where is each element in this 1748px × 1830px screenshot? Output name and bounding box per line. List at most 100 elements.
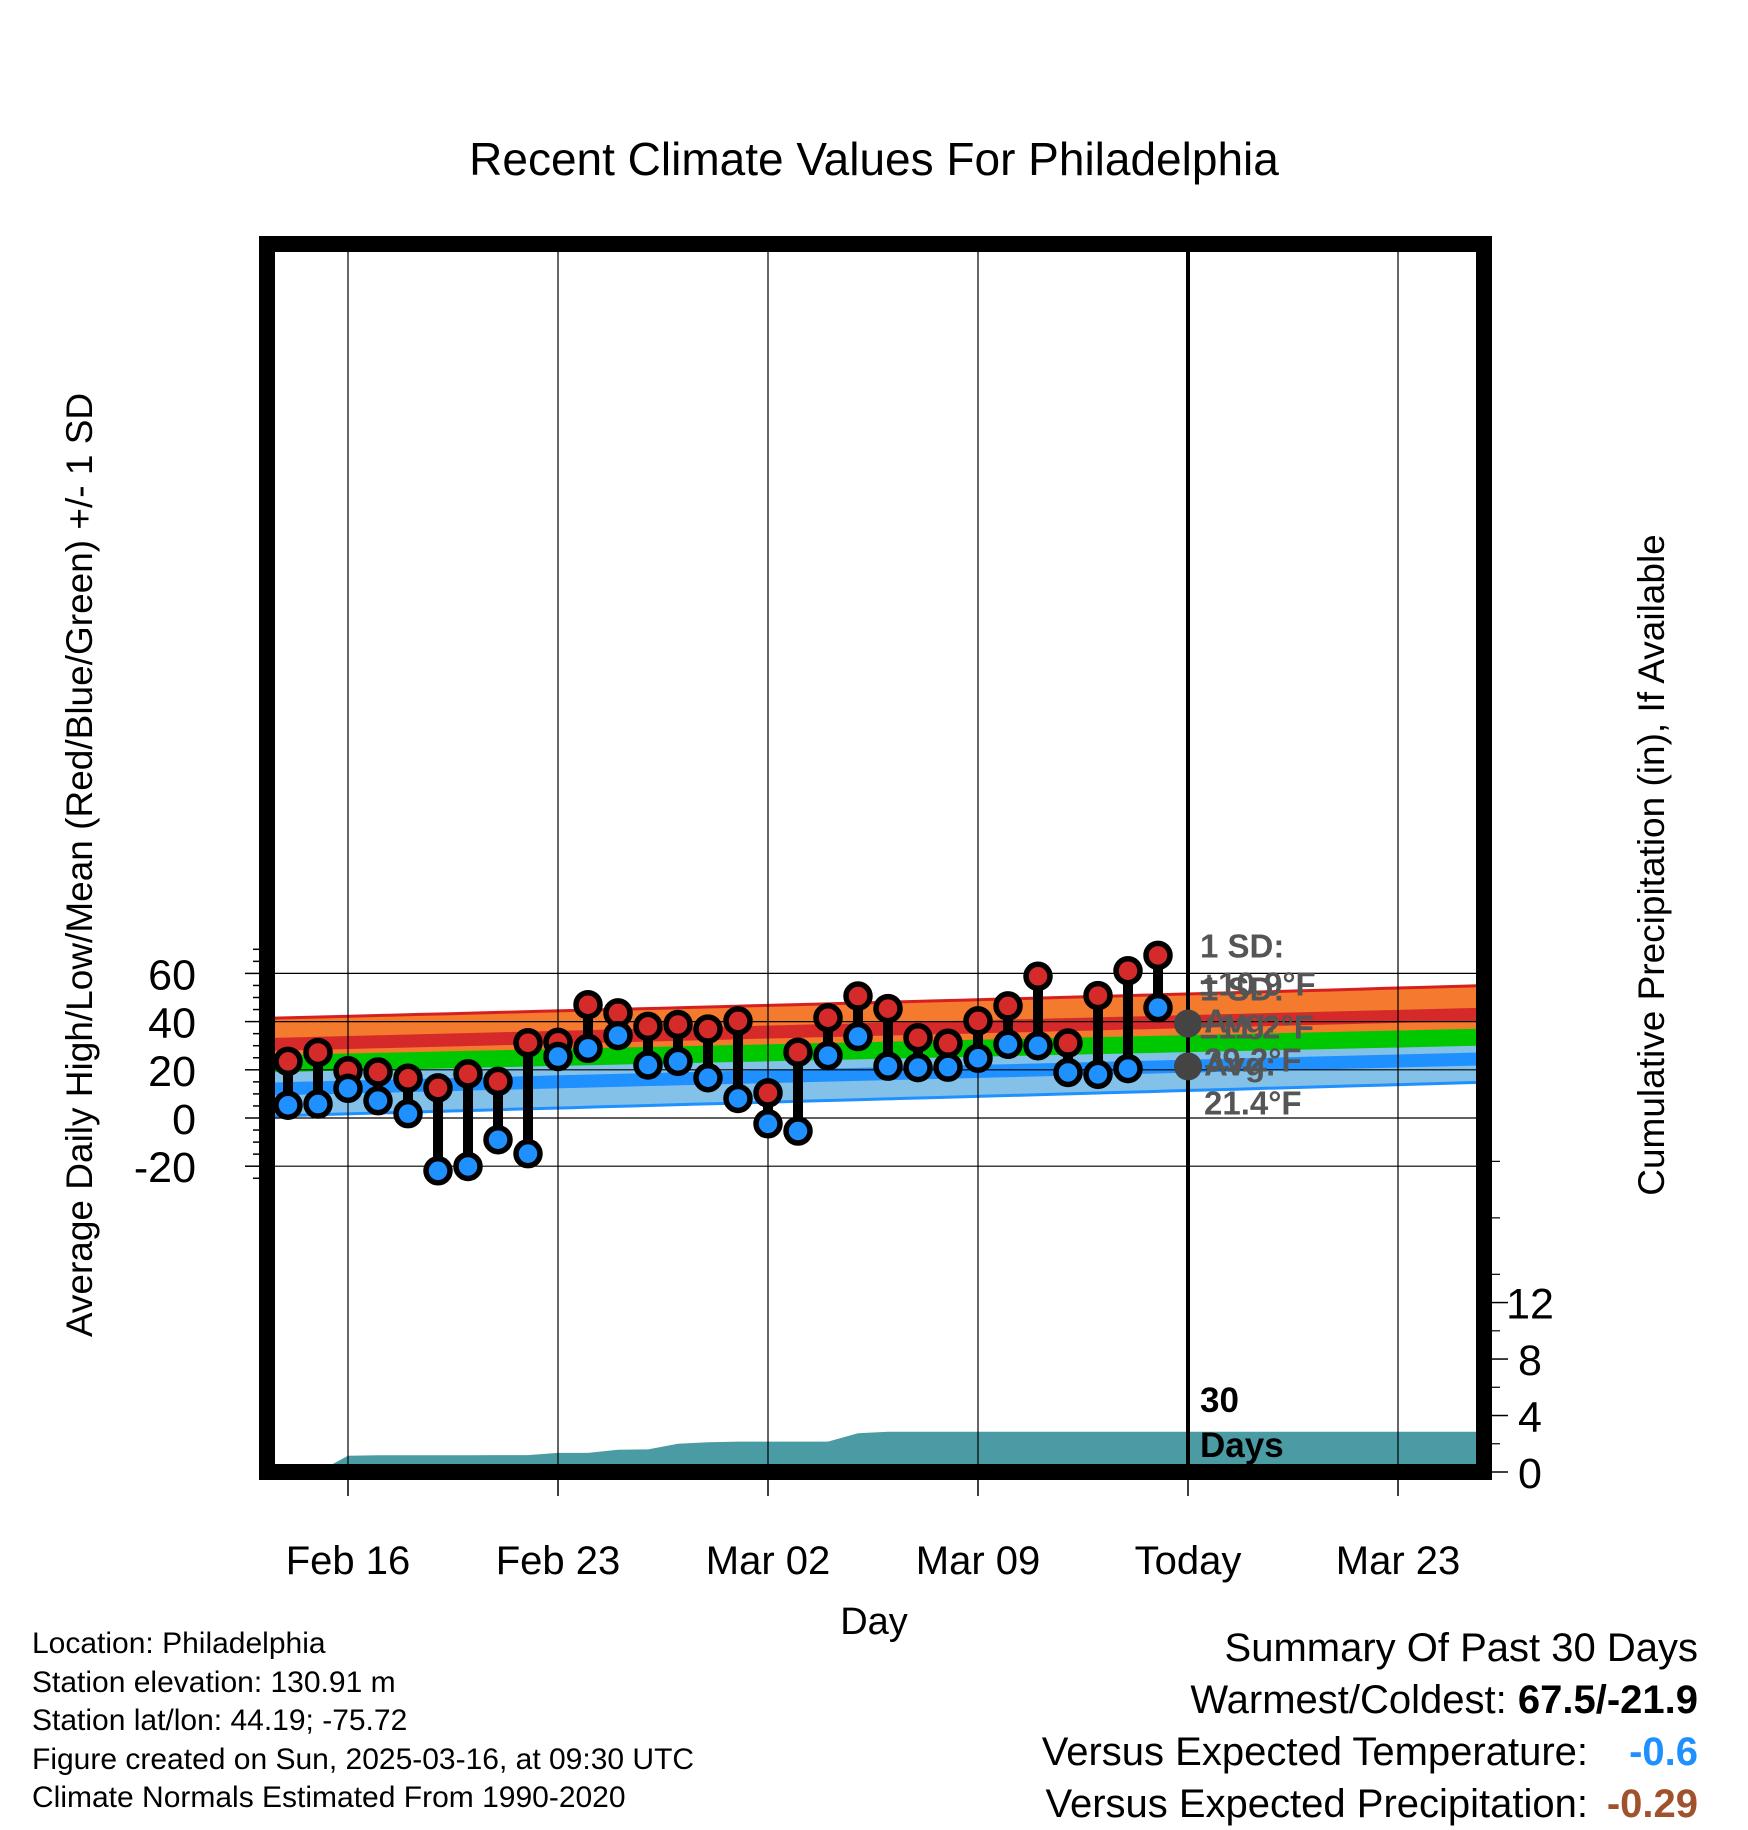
daily-low-point xyxy=(273,1090,303,1120)
daily-high-point xyxy=(813,1002,843,1033)
y-tick-label: 40 xyxy=(148,1000,196,1048)
x-axis-label: Day xyxy=(840,1601,908,1643)
y2-tick-label: 4 xyxy=(1518,1394,1542,1442)
daily-low-point xyxy=(603,1020,633,1051)
daily-high-point xyxy=(1113,955,1143,986)
y-axis-label: Average Daily High/Low/Mean (Red/Blue/Gr… xyxy=(59,393,100,1337)
daily-low-point xyxy=(423,1156,453,1186)
daily-high-point xyxy=(273,1046,303,1077)
station-info: Location: Philadelphia Station elevation… xyxy=(32,1625,694,1818)
daily-low-point xyxy=(693,1063,723,1093)
warmest-coldest-label: Warmest/Coldest: xyxy=(1190,1678,1518,1722)
daily-low-point xyxy=(963,1043,993,1073)
daily-high-point xyxy=(1143,940,1173,971)
location-text: Location: Philadelphia xyxy=(32,1627,326,1660)
daily-high-point xyxy=(483,1066,513,1097)
daily-high-point xyxy=(963,1006,993,1036)
daily-high-point xyxy=(453,1059,483,1089)
daily-high-point xyxy=(843,981,873,1011)
daily-low-point xyxy=(903,1052,933,1083)
daily-low-point xyxy=(633,1050,663,1080)
daily-high-point xyxy=(363,1057,393,1087)
daily-low-point xyxy=(753,1109,783,1139)
daily-low-point xyxy=(933,1052,963,1082)
daily-low-point xyxy=(873,1051,903,1081)
warmest-coldest-value: 67.5/-21.9 xyxy=(1517,1678,1698,1722)
daily-high-point xyxy=(1053,1028,1083,1058)
precip-vs-expected-row: Versus Expected Precipitation: -0.29 xyxy=(1042,1778,1698,1830)
daily-high-point xyxy=(783,1037,813,1067)
normal-high-avg-line xyxy=(268,1007,1479,1051)
normal-low-label-sd-value: ±11.2°F xyxy=(1200,1008,1314,1045)
temp-vs-expected-label: Versus Expected Temperature: xyxy=(1041,1730,1588,1774)
daily-low-point xyxy=(363,1085,393,1116)
daily-low-point xyxy=(513,1138,543,1169)
daily-low-point xyxy=(573,1033,603,1064)
daily-low-point xyxy=(783,1116,813,1146)
daily-low-point xyxy=(1143,992,1173,1023)
y2-tick-label: 0 xyxy=(1518,1450,1542,1498)
normal-high-label-avg-marker xyxy=(1174,1009,1202,1038)
normal-mean-line xyxy=(268,1028,1479,1073)
days-window-label: 30 xyxy=(1200,1381,1239,1420)
daily-high-point xyxy=(723,1006,753,1036)
daily-high-point xyxy=(573,989,603,1020)
y2-axis-label: Cumulative Precipitation (in), If Availa… xyxy=(1631,534,1672,1196)
daily-low-point xyxy=(1083,1059,1113,1090)
y2-tick-label: 8 xyxy=(1518,1337,1542,1385)
daily-low-point xyxy=(303,1089,333,1119)
daily-low-point xyxy=(453,1151,483,1182)
normal-high-label-sd-title: 1 SD: xyxy=(1200,928,1284,965)
daily-high-point xyxy=(903,1022,933,1053)
x-tick-label: Feb 16 xyxy=(286,1539,411,1583)
normals-text: Climate Normals Estimated From 1990-2020 xyxy=(32,1781,626,1814)
daily-low-point xyxy=(1053,1057,1083,1088)
daily-low-point xyxy=(723,1083,753,1114)
daily-low-point xyxy=(663,1046,693,1077)
x-tick-label: Mar 23 xyxy=(1336,1539,1461,1583)
daily-high-point xyxy=(693,1014,723,1044)
warmest-coldest-row: Warmest/Coldest: 67.5/-21.9 xyxy=(1042,1674,1698,1726)
y-tick-label: -20 xyxy=(134,1144,196,1192)
y-tick-label: 60 xyxy=(148,951,196,999)
y-tick-label: 20 xyxy=(148,1048,196,1096)
daily-high-point xyxy=(753,1078,783,1108)
daily-low-point xyxy=(393,1098,423,1129)
x-tick-label: Today xyxy=(1135,1539,1242,1583)
daily-high-point xyxy=(873,993,903,1024)
daily-high-point xyxy=(303,1037,333,1068)
daily-high-point xyxy=(423,1073,453,1103)
daily-low-point xyxy=(1023,1030,1053,1061)
daily-low-point xyxy=(813,1040,843,1071)
x-tick-label: Mar 02 xyxy=(706,1539,831,1583)
daily-high-point xyxy=(1083,980,1113,1011)
y2-tick-label: 12 xyxy=(1506,1281,1554,1329)
normal-high-sd-upper-edge xyxy=(268,984,1479,1020)
summary-panel: Summary Of Past 30 Days Warmest/Coldest:… xyxy=(1042,1622,1698,1830)
plot-frame xyxy=(259,236,1492,1480)
daily-low-point xyxy=(1113,1053,1143,1084)
daily-low-point xyxy=(993,1029,1023,1060)
latlon-text: Station lat/lon: 44.19; -75.72 xyxy=(32,1704,408,1737)
daily-high-point xyxy=(1023,961,1053,992)
chart-title: Recent Climate Values For Philadelphia xyxy=(469,133,1279,185)
temp-vs-expected-value: -0.6 xyxy=(1629,1730,1698,1774)
days-window-label: Days xyxy=(1200,1426,1284,1465)
precip-vs-expected-value: -0.29 xyxy=(1606,1782,1698,1826)
daily-high-point xyxy=(393,1063,423,1093)
temp-vs-expected-row: Versus Expected Temperature: -0.6 xyxy=(1042,1726,1698,1778)
daily-high-point xyxy=(513,1028,543,1058)
created-text: Figure created on Sun, 2025-03-16, at 09… xyxy=(32,1742,695,1776)
normal-low-label-sd-title: 1 SD: xyxy=(1200,970,1284,1007)
normal-high-label-avg-value: 39.2°F xyxy=(1204,1042,1302,1079)
daily-high-point xyxy=(633,1011,663,1042)
normal-low-label-avg-value: 21.4°F xyxy=(1204,1084,1302,1121)
daily-low-point xyxy=(483,1124,513,1155)
x-tick-label: Mar 09 xyxy=(916,1539,1041,1583)
normal-high-label-avg-title: Avg: xyxy=(1204,1003,1276,1040)
elevation-text: Station elevation: 130.91 m xyxy=(32,1665,396,1699)
precip-vs-expected-label: Versus Expected Precipitation: xyxy=(1045,1782,1588,1826)
daily-high-point xyxy=(663,1009,693,1040)
